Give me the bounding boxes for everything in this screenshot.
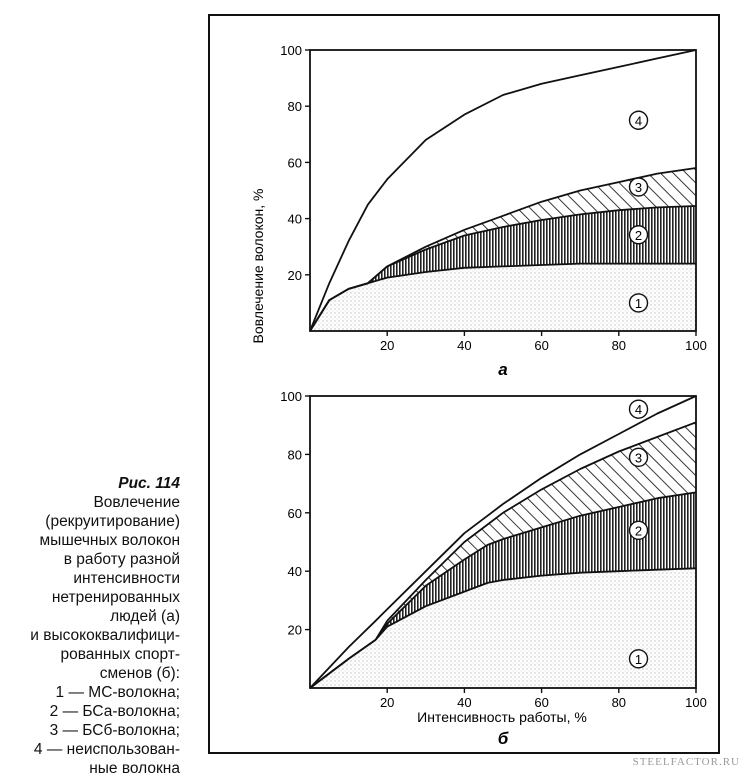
y-tick-label: 20 [288,268,302,283]
caption-text: Вовлечение (рекруитирование) мышечных воло… [0,493,180,778]
caption-line: рованных спорт- [60,646,180,663]
x-tick-label: 40 [457,338,471,353]
x-tick-label: 20 [380,338,394,353]
area-band-1 [310,568,696,688]
caption-line: Вовлечение [93,494,180,511]
y-tick-label: 60 [288,506,302,521]
band-marker-2 [628,225,649,245]
caption-line: нетренированных [51,589,180,606]
y-tick-label: 100 [280,389,302,404]
caption-line: в работу разной [63,551,180,568]
band-label-2: 2 [635,523,642,538]
area-band-1 [310,263,696,331]
y-tick-label: 80 [288,447,302,462]
band-label-2: 2 [635,228,642,243]
band-marker-3 [628,177,649,197]
x-tick-label: 80 [612,338,626,353]
figure-number: Рис. 114 [118,475,180,492]
panel-b: 20 40 60 80 100 20 40 60 80 100 1 2 3 4 б [280,389,707,748]
caption-line: и высококвалифици- [30,627,180,644]
x-tick-label: 100 [685,695,707,710]
x-tick-label: 40 [457,695,471,710]
area-band-3 [310,422,696,688]
band-label-1: 1 [635,296,642,311]
x-tick-label: 60 [534,695,548,710]
caption-line: (рекруитирование) [45,513,180,530]
x-tick-label: 80 [612,695,626,710]
series-line-4 [309,49,697,332]
band-marker-4 [628,110,649,130]
band-marker-1 [628,649,649,669]
area-band-2 [310,492,696,688]
watermark: STEELFACTOR.RU [632,756,740,768]
panel-letter: б [498,729,509,748]
x-tick-label: 60 [534,338,548,353]
caption-line: 4 — неиспользован- [33,741,180,758]
band-marker-2 [628,520,649,541]
band-marker-1 [628,293,649,313]
y-tick-label: 100 [280,43,302,58]
series-line-3 [309,167,697,332]
band-label-1: 1 [635,652,642,667]
caption: Рис. 114 Вовлечение (рекруитирование) мыше… [0,474,180,778]
x-axis-label: Интенсивность работы, % [417,709,587,725]
caption-line: 2 — БСа-волокна; [49,703,180,720]
series-line-3 [309,421,697,689]
band-label-4: 4 [635,113,642,128]
y-tick-label: 60 [288,155,302,170]
caption-line: 1 — МС-волокна; [55,684,180,701]
band-label-4: 4 [635,402,642,417]
area-band-4 [310,50,696,331]
band-label-3: 3 [635,180,642,195]
band-marker-3 [628,447,649,468]
caption-line: ные волокна [89,760,180,777]
plot-frame [309,49,697,332]
area-band-2 [310,206,696,331]
series-line-4 [309,395,697,689]
x-tick-label: 100 [685,338,707,353]
panel-letter: а [498,360,507,379]
caption-line: мышечных волокон [39,532,180,549]
y-tick-label: 40 [288,212,302,227]
panel-a: 20 40 60 80 100 20 40 60 80 100 1 2 3 4 а [280,43,707,379]
plot-frame [309,395,697,689]
area-band-3 [310,168,696,331]
caption-line: сменов (б): [99,665,180,682]
y-tick-label: 20 [288,623,302,638]
caption-line: интенсивности [73,570,180,587]
caption-line: людей (а) [110,608,180,625]
band-label-3: 3 [635,450,642,465]
figure-frame: 20 40 60 80 100 20 40 60 80 100 1 2 3 4 а 20 40 60 80 100 2… [208,14,720,754]
y-axis-label: Вовлечение волокон, % [250,189,266,344]
caption-line: 3 — БСб-волокна; [49,722,180,739]
y-tick-label: 80 [288,99,302,114]
x-tick-label: 20 [380,695,394,710]
band-marker-4 [628,399,649,419]
y-tick-label: 40 [288,564,302,579]
